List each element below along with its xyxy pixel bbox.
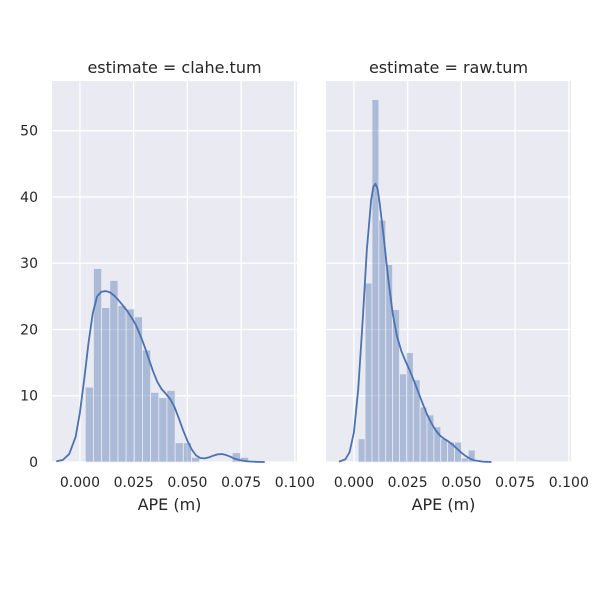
histogram-bar: [357, 438, 366, 463]
histogram-bar: [142, 349, 152, 463]
plot-area-background: [326, 81, 571, 462]
histogram-bar: [109, 280, 119, 463]
histogram-bar: [117, 305, 127, 463]
histogram-bars: [357, 99, 476, 463]
y-tick-label: 0: [29, 455, 38, 471]
x-tick-label: 0.100: [275, 475, 315, 491]
kde-curve: [56, 290, 265, 463]
histogram-bar: [378, 219, 387, 463]
histogram-bar: [440, 438, 449, 463]
x-tick-label: 0.025: [388, 475, 428, 491]
x-tick-label: 0.100: [549, 475, 589, 491]
histogram-bar: [166, 390, 176, 463]
histogram-bar: [84, 386, 94, 463]
x-tick-label: 0.000: [334, 475, 374, 491]
y-tick-label: 10: [20, 389, 38, 405]
x-tick-label: 0.025: [114, 475, 154, 491]
x-tick-label: 0.075: [495, 475, 535, 491]
histogram-bar: [467, 449, 476, 463]
facet-title: estimate = clahe.tum: [87, 58, 261, 77]
x-tick-label: 0.050: [441, 475, 481, 491]
y-tick-label: 50: [20, 124, 38, 140]
x-axis-title: APE (m): [412, 495, 476, 514]
facet-panel-clahe: estimate = clahe.tum 0.000 0.025 0.050 0.07…: [20, 58, 315, 514]
histogram-bar: [191, 456, 201, 463]
histogram-bar: [399, 373, 407, 463]
histogram-bar: [385, 264, 394, 463]
y-tick-label: 20: [20, 322, 38, 338]
kde-curve: [338, 182, 492, 463]
y-tick-label: 30: [20, 256, 38, 272]
histogram-bar: [371, 99, 380, 463]
x-tick-label: 0.075: [221, 475, 261, 491]
y-tick-label: 40: [20, 190, 38, 206]
x-tick-labels: 0.000 0.025 0.050 0.075 0.100: [334, 475, 589, 491]
gridlines: [326, 81, 571, 463]
facet-title: estimate = raw.tum: [369, 58, 528, 77]
histogram-bars: [84, 268, 250, 463]
plot-area-background: [52, 81, 297, 462]
x-tick-label: 0.050: [167, 475, 207, 491]
histogram-bar: [460, 457, 469, 463]
x-tick-label: 0.000: [60, 475, 100, 491]
y-tick-labels: 0 10 20 30 40 50: [20, 124, 38, 471]
histogram-bar: [364, 282, 373, 463]
histogram-bar: [158, 397, 168, 463]
histogram-bar: [419, 406, 428, 463]
x-axis-title: APE (m): [138, 495, 202, 514]
histogram-bar: [101, 307, 111, 463]
histogram-bar: [125, 308, 135, 463]
facet-panel-raw: estimate = raw.tum 0.000 0.025 0.050 0.075 0…: [326, 58, 589, 514]
histogram-bar: [150, 392, 160, 463]
histogram-bar: [174, 442, 184, 463]
x-tick-labels: 0.000 0.025 0.050 0.075 0.100: [60, 475, 315, 491]
